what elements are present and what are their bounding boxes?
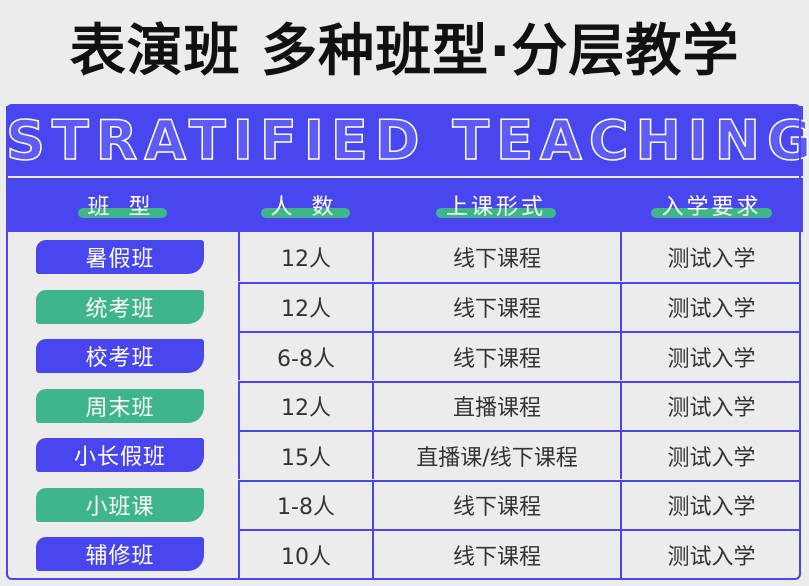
requirement-cell: 测试入学: [620, 529, 801, 578]
header-class-type: 班 型: [87, 195, 157, 220]
requirement-cell: 测试入学: [620, 479, 801, 529]
banner-text: STRATIFIED TEACHING: [5, 108, 809, 173]
header-cell: 班 型: [6, 178, 238, 232]
class-type-cell: 统考班: [6, 282, 238, 331]
header-format: 上课形式: [445, 195, 546, 220]
header-cell: 人 数: [238, 178, 372, 232]
requirement-cell: 测试入学: [620, 430, 801, 479]
header-cell: 上课形式: [372, 178, 620, 232]
requirement-cell: 测试入学: [620, 380, 801, 430]
table-row: 小长假班 15人 直播课/线下课程 测试入学: [6, 430, 803, 479]
class-type-cell: 暑假班: [6, 232, 238, 281]
class-type-cell: 小长假班: [6, 430, 238, 479]
banner: STRATIFIED TEACHING: [5, 106, 809, 176]
class-type-cell: 小班课: [6, 480, 238, 529]
table-row: 小班课 1-8人 线下课程 测试入学: [6, 479, 803, 529]
class-type-pill: 小班课: [36, 487, 204, 522]
requirement-cell: 测试入学: [620, 281, 801, 331]
size-cell: 6-8人: [238, 331, 372, 380]
page-title: 表演班 多种班型·分层教学: [69, 19, 740, 84]
class-type-cell: 辅修班: [6, 529, 238, 578]
class-type-pill: 小长假班: [36, 438, 204, 472]
class-type-pill: 辅修班: [36, 537, 204, 571]
class-type-pill: 校考班: [36, 339, 204, 373]
requirement-cell: 测试入学: [620, 232, 801, 281]
table-header: 班 型 人 数 上课形式 入学要求: [6, 178, 803, 232]
size-cell: 12人: [238, 232, 372, 281]
format-cell: 直播课程: [372, 380, 620, 430]
table-row: 辅修班 10人 线下课程 测试入学: [6, 529, 803, 578]
table-row: 暑假班 12人 线下课程 测试入学: [6, 232, 803, 281]
format-cell: 线下课程: [372, 529, 620, 578]
format-cell: 直播课/线下课程: [372, 430, 620, 479]
format-cell: 线下课程: [372, 281, 620, 331]
format-cell: 线下课程: [372, 232, 620, 281]
table-row: 周末班 12人 直播课程 测试入学: [6, 380, 803, 430]
class-type-cell: 周末班: [6, 381, 238, 430]
requirement-cell: 测试入学: [620, 331, 801, 380]
class-type-pill: 暑假班: [36, 240, 204, 274]
table-row: 校考班 6-8人 线下课程 测试入学: [6, 331, 803, 380]
size-cell: 15人: [238, 430, 372, 479]
format-cell: 线下课程: [372, 479, 620, 529]
class-type-cell: 校考班: [6, 331, 238, 380]
size-cell: 1-8人: [238, 479, 372, 529]
format-cell: 线下课程: [372, 331, 620, 380]
class-type-pill: 统考班: [36, 289, 204, 324]
class-type-pill: 周末班: [36, 388, 204, 423]
header-size: 人 数: [270, 195, 340, 220]
header-requirement: 入学要求: [661, 195, 762, 220]
size-cell: 12人: [238, 281, 372, 331]
table-row: 统考班 12人 线下课程 测试入学: [6, 281, 803, 331]
size-cell: 12人: [238, 380, 372, 430]
size-cell: 10人: [238, 529, 372, 578]
header-cell: 入学要求: [620, 178, 803, 232]
